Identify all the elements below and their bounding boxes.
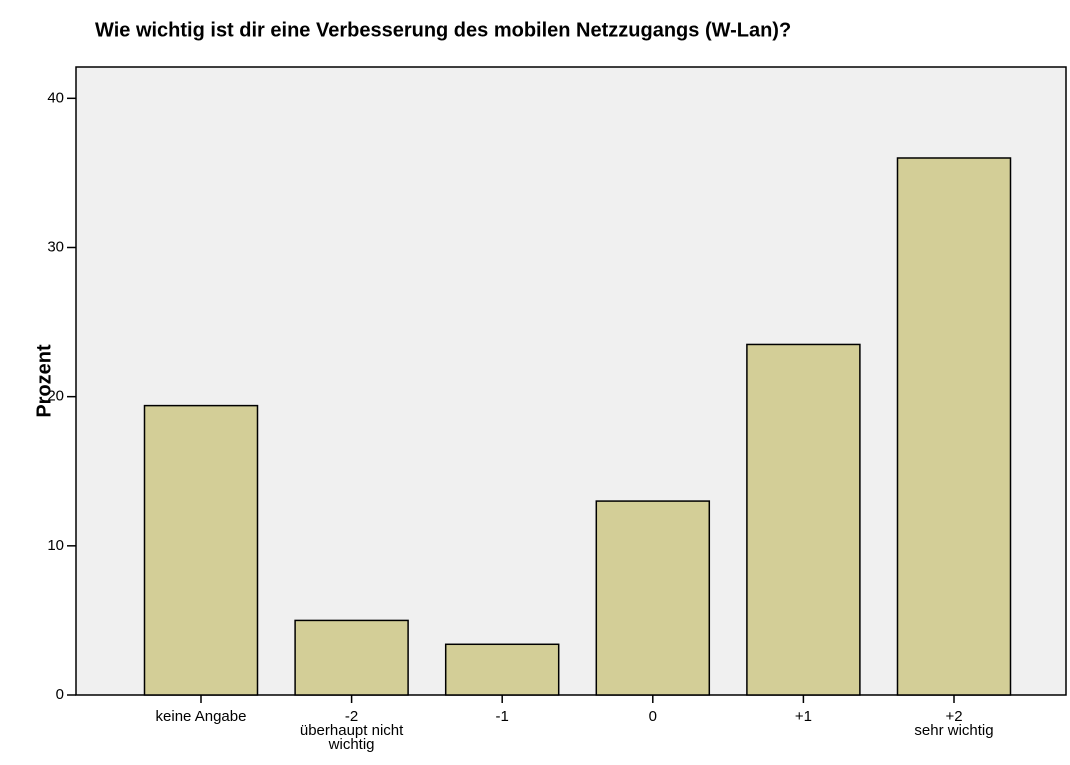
bar <box>143 404 259 696</box>
x-tick-label: -1 <box>496 708 509 725</box>
chart-title: Wie wichtig ist dir eine Verbesserung de… <box>95 19 791 41</box>
x-tick-label: +1 <box>795 708 812 725</box>
bar <box>595 500 711 696</box>
x-tick-label: überhaupt nicht <box>300 722 404 739</box>
x-tick-label: sehr wichtig <box>914 722 993 739</box>
y-tick-label: 10 <box>47 537 64 554</box>
x-tick-label: -2 <box>345 708 358 725</box>
y-tick-label: 40 <box>47 89 64 106</box>
y-tick-label: 0 <box>56 686 64 703</box>
x-tick-label: +2 <box>945 708 962 725</box>
bar <box>746 343 861 696</box>
y-tick-label: 20 <box>47 388 64 405</box>
x-tick-label: 0 <box>649 708 657 725</box>
y-axis-label: Prozent <box>33 344 55 418</box>
x-tick-label: wichtig <box>328 736 375 753</box>
bar <box>444 643 560 696</box>
bar <box>294 619 409 696</box>
x-tick-label: keine Angabe <box>156 708 247 725</box>
y-tick-label: 30 <box>47 238 64 255</box>
bar <box>896 157 1012 696</box>
